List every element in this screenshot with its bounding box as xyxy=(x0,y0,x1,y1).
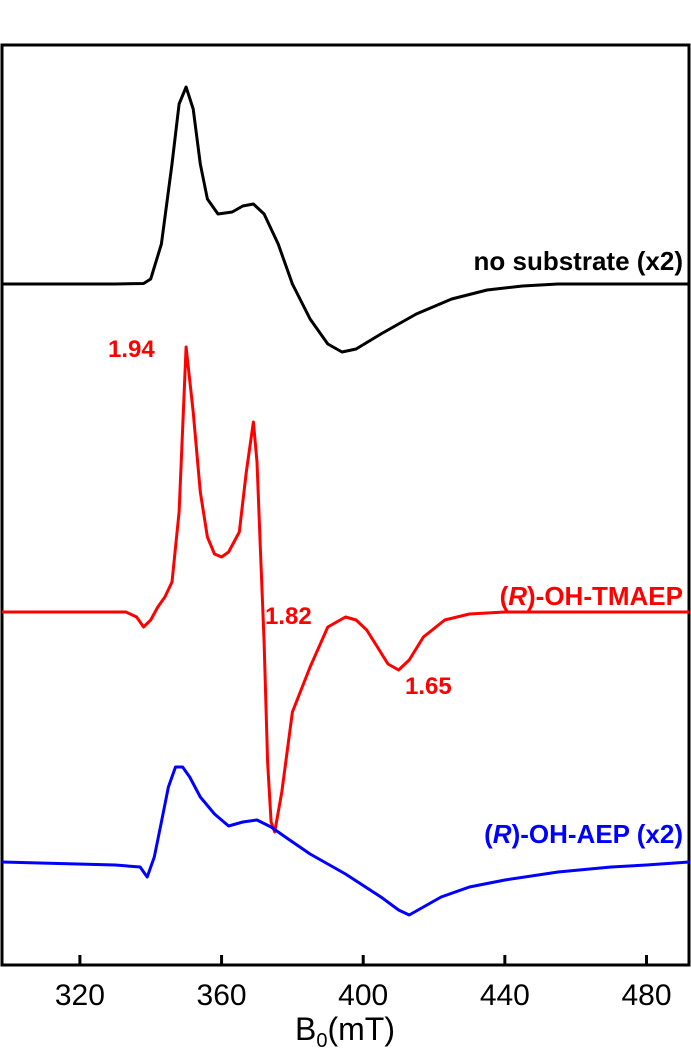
x-tick-label-320: 320 xyxy=(55,979,105,1012)
series-label-r-oh-tmaep-prefix: ( xyxy=(500,581,509,611)
series-label-r-oh-aep: (R)-OH-AEP (x2) xyxy=(484,819,683,849)
x-tick-label-480: 480 xyxy=(621,979,671,1012)
x-axis-title-unit: (mT) xyxy=(327,1011,395,1047)
x-axis-ticks xyxy=(78,955,649,965)
x-tick-label-440: 440 xyxy=(480,979,530,1012)
series-traces xyxy=(1,85,690,917)
annotation-g-1-65: 1.65 xyxy=(405,673,452,700)
x-axis-tick-labels: 320 360 400 440 480 xyxy=(55,979,672,1012)
series-line-2 xyxy=(2,345,689,834)
series-label-no-substrate: no substrate (x2) xyxy=(474,246,684,276)
annotation-g-1-82: 1.82 xyxy=(265,603,312,630)
series-label-r-oh-tmaep-suffix: )-OH-TMAEP xyxy=(527,581,683,611)
x-axis-title: B0(mT) xyxy=(295,1011,395,1050)
x-tick-label-360: 360 xyxy=(197,979,247,1012)
x-axis-title-subscript: 0 xyxy=(316,1030,327,1050)
series-label-r-oh-aep-suffix: )-OH-AEP (x2) xyxy=(512,819,683,849)
series-label-r-oh-aep-prefix: ( xyxy=(484,819,493,849)
plot-frame xyxy=(0,43,691,967)
series-label-r-oh-aep-italic: R xyxy=(493,819,512,849)
series-label-r-oh-tmaep: (R)-OH-TMAEP xyxy=(500,581,683,611)
x-tick-label-400: 400 xyxy=(338,979,388,1012)
series-label-r-oh-tmaep-italic: R xyxy=(508,581,527,611)
x-axis-title-main: B xyxy=(295,1011,316,1047)
annotation-g-1-94: 1.94 xyxy=(108,336,155,363)
series-line-3 xyxy=(1,765,690,917)
series-line-1 xyxy=(2,85,689,354)
